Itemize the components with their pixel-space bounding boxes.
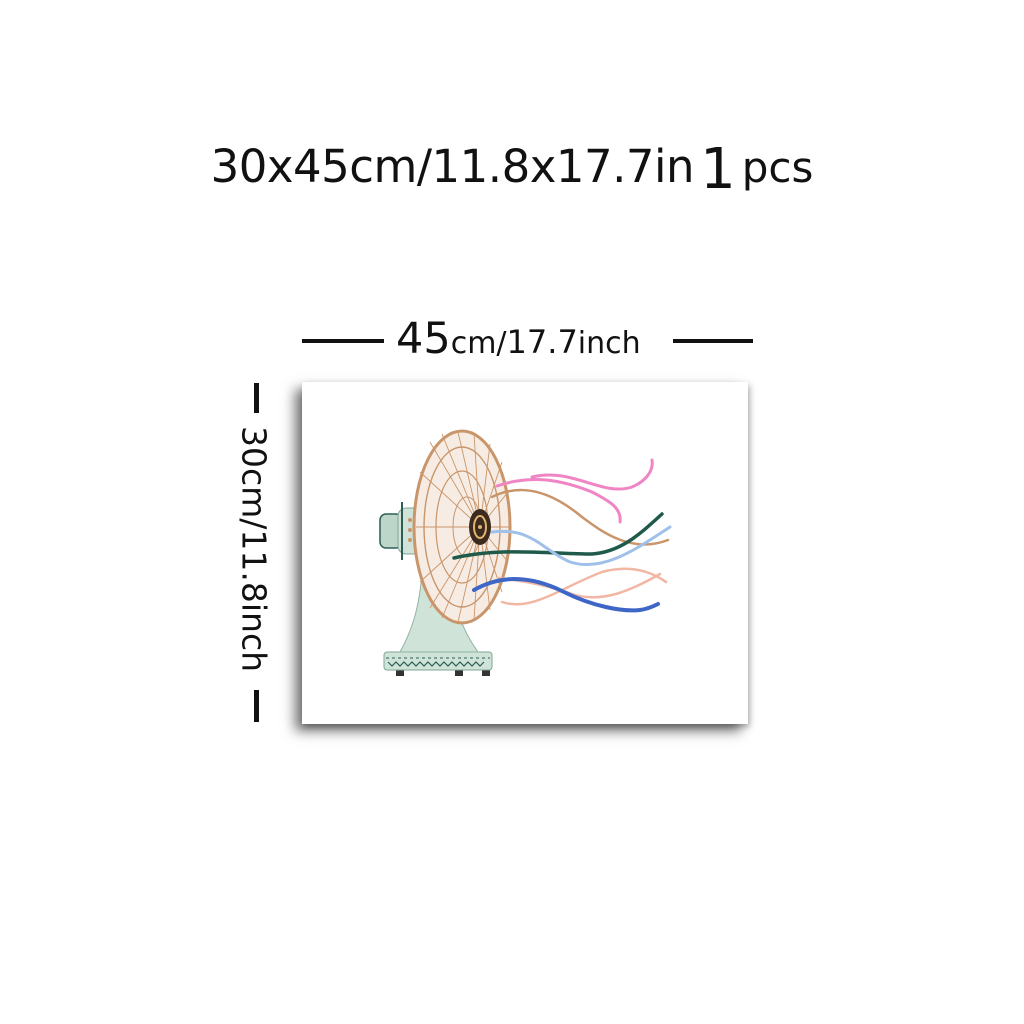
- width-inches: 17.7: [506, 323, 578, 361]
- height-dimension-line-top: [254, 383, 259, 413]
- ribbon-pink: [495, 458, 654, 524]
- width-number: 45: [396, 314, 451, 364]
- air-ribbons: [452, 458, 672, 613]
- product-title: 30x45cm/11.8x17.7in 1 pcs: [0, 136, 1024, 198]
- fan-hub: [469, 509, 491, 545]
- quantity-unit: pcs: [741, 143, 814, 192]
- canvas-print: [302, 382, 748, 724]
- size-text: 30x45cm/11.8x17.7in: [210, 140, 695, 193]
- height-dimension-line-bottom: [254, 690, 259, 722]
- width-dimension-line-left: [302, 339, 384, 343]
- fan-base: [383, 651, 493, 676]
- ribbon-green: [452, 512, 664, 560]
- fan-artwork: [379, 429, 672, 676]
- fan-cage: [412, 429, 512, 625]
- quantity-number: 1: [700, 137, 736, 202]
- ribbon-tan-upper: [490, 488, 670, 546]
- height-dimension-label: 30cm/11.8inch: [234, 425, 274, 673]
- ribbon-blue: [472, 577, 660, 613]
- ribbon-lightblue: [490, 525, 672, 567]
- width-dimension-line-right: [673, 339, 753, 343]
- width-dimension-label: 45cm/17.7inch: [396, 318, 641, 361]
- width-inches-unit: inch: [577, 326, 641, 361]
- width-unit: cm/: [450, 326, 507, 361]
